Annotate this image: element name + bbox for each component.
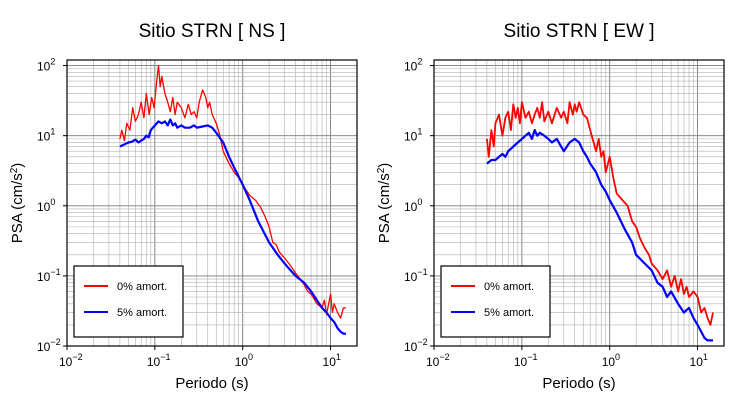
- legend-label-1: 5% amort.: [117, 307, 167, 319]
- y-tick-label: 102: [37, 57, 55, 74]
- chart-title: Sitio STRN [ EW ]: [504, 21, 655, 42]
- legend: 0% amort. 5% amort.: [73, 265, 184, 338]
- y-axis-label: PSA (cm/s2): [376, 163, 393, 244]
- y-tick-label: 10−1: [37, 267, 61, 284]
- y-tick-label: 100: [404, 197, 422, 214]
- series-line: [486, 101, 714, 326]
- y-tick-label: 10−2: [404, 337, 428, 354]
- x-tick-label: 101: [690, 352, 708, 369]
- series-line: [486, 129, 713, 342]
- legend-label-0: 0% amort.: [117, 281, 167, 293]
- y-tick-label: 100: [37, 197, 55, 214]
- y-tick-label: 10−1: [404, 267, 428, 284]
- chart-title: Sitio STRN [ NS ]: [139, 21, 286, 42]
- tick-labels: 10−2 10−1 100 101 10−2 10−1 100 101 102: [404, 57, 708, 369]
- legend: 0% amort. 5% amort.: [440, 265, 551, 338]
- series-layer: [119, 64, 346, 335]
- series-layer: [486, 101, 714, 342]
- legend-label-0: 0% amort.: [484, 281, 534, 293]
- x-tick-label: 100: [602, 352, 620, 369]
- tick-labels: 10−2 10−1 100 101 10−2 10−1 100 101 102: [37, 57, 341, 369]
- ns-chart-panel: Sitio STRN [ NS ] 10−2 10−1 100 101 10−2 10−1…: [9, 21, 358, 392]
- x-axis-label: Periodo (s): [175, 375, 248, 392]
- y-tick-label: 101: [404, 127, 422, 144]
- grid: [66, 60, 358, 347]
- legend-label-1: 5% amort.: [484, 307, 534, 319]
- series-line: [119, 118, 346, 335]
- y-axis-label: PSA (cm/s2): [9, 163, 26, 244]
- ew-chart-panel: Sitio STRN [ EW ] 10−2 10−1 100 101 10−2 10−1…: [376, 21, 725, 392]
- x-tick-label: 10−1: [147, 352, 171, 369]
- legend-box: [440, 265, 551, 338]
- plot-frame: [433, 59, 725, 347]
- x-tick-label: 101: [323, 352, 341, 369]
- plot-frame: [66, 59, 358, 347]
- x-axis-label: Periodo (s): [542, 375, 615, 392]
- series-line: [119, 64, 346, 319]
- legend-box: [73, 265, 184, 338]
- x-tick-label: 10−2: [426, 352, 450, 369]
- y-tick-label: 102: [404, 57, 422, 74]
- y-tick-label: 101: [37, 127, 55, 144]
- x-tick-label: 10−2: [59, 352, 83, 369]
- x-tick-label: 100: [235, 352, 253, 369]
- x-tick-label: 10−1: [514, 352, 538, 369]
- y-tick-label: 10−2: [37, 337, 61, 354]
